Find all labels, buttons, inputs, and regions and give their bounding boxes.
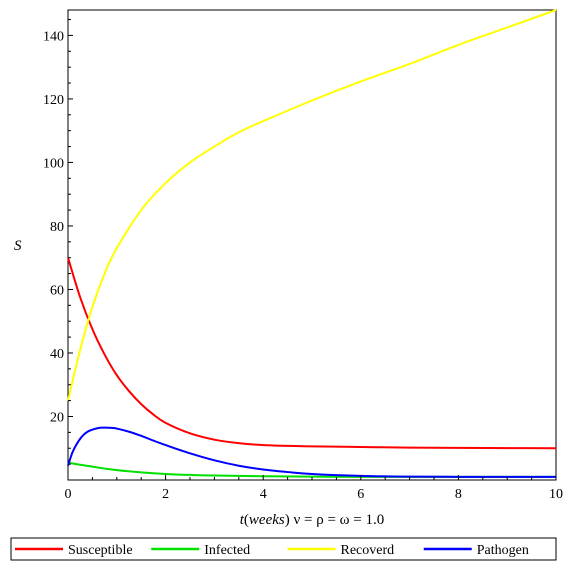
y-tick-label: 80 bbox=[50, 220, 64, 235]
x-tick-label: 0 bbox=[65, 487, 72, 502]
legend-label-susceptible: Susceptible bbox=[68, 543, 133, 558]
x-axis-unit: weeks bbox=[249, 512, 285, 528]
y-tick-label: 120 bbox=[43, 93, 64, 108]
y-tick-label: 40 bbox=[50, 347, 64, 362]
y-axis-ticks: 20 40 60 80 100 120 140 bbox=[43, 19, 73, 465]
series-line-susceptible bbox=[67, 257, 557, 450]
legend: Susceptible Infected Recoverd Pathogen bbox=[10, 537, 557, 561]
series-line-recoverd bbox=[67, 9, 557, 401]
x-axis-paren-open: ( bbox=[244, 512, 249, 528]
y-tick-label: 140 bbox=[43, 29, 64, 44]
x-axis-paren-close: ) bbox=[285, 512, 294, 528]
x-axis-params: ν = ρ = ω = 1.0 bbox=[293, 512, 384, 528]
x-axis-ticks: 0 2 4 6 8 10 bbox=[65, 475, 563, 502]
plot-frame bbox=[67, 9, 557, 481]
plot-area bbox=[67, 9, 557, 481]
legend-items: Susceptible Infected Recoverd Pathogen bbox=[15, 543, 529, 558]
legend-label-infected: Infected bbox=[204, 543, 250, 558]
legend-box bbox=[10, 537, 557, 561]
x-tick-label: 6 bbox=[357, 487, 364, 502]
x-tick-label: 8 bbox=[455, 487, 462, 502]
series-line-pathogen bbox=[67, 426, 556, 478]
y-axis-label: S bbox=[14, 238, 22, 254]
x-tick-label: 4 bbox=[260, 487, 267, 502]
x-axis-label: t(weeks) ν = ρ = ω = 1.0 bbox=[240, 512, 385, 528]
y-tick-label: 20 bbox=[50, 410, 64, 425]
x-tick-label: 2 bbox=[162, 487, 169, 502]
x-axis-variable: t bbox=[240, 512, 245, 528]
legend-label-pathogen: Pathogen bbox=[477, 543, 529, 558]
legend-label-recoverd: Recoverd bbox=[341, 543, 395, 558]
series-layer bbox=[67, 9, 557, 478]
y-tick-label: 100 bbox=[43, 156, 64, 171]
x-tick-label: 10 bbox=[549, 487, 563, 502]
y-tick-label: 60 bbox=[50, 283, 64, 298]
